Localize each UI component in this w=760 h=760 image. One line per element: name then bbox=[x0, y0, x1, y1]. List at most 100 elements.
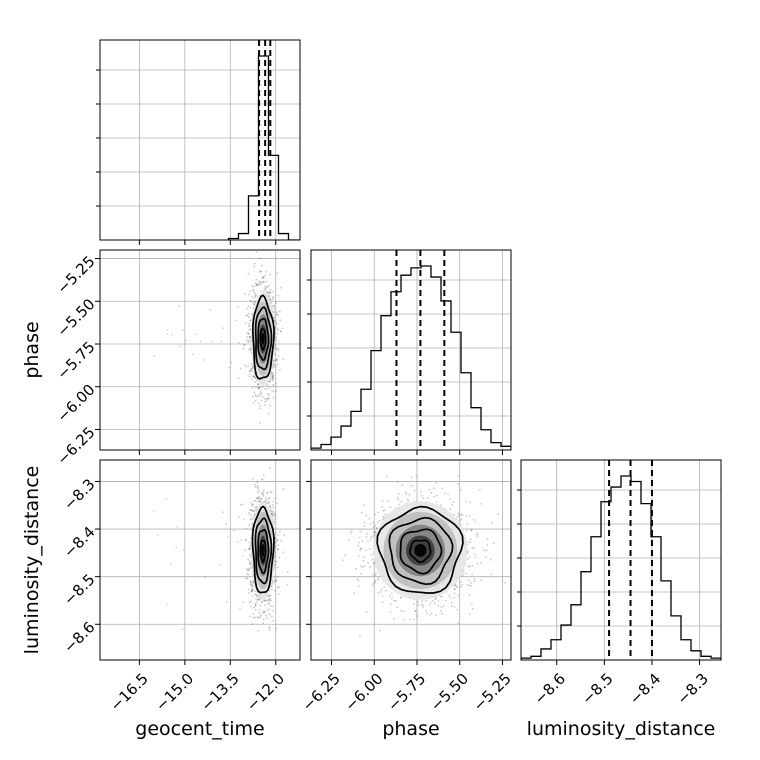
scatter-point bbox=[444, 492, 446, 495]
scatter-panel-geocent_time-phase bbox=[95, 249, 301, 455]
scatter-point bbox=[264, 600, 267, 602]
scatter-point bbox=[259, 386, 261, 389]
scatter-point bbox=[274, 353, 277, 355]
scatter-point bbox=[435, 614, 437, 617]
scatter-point bbox=[267, 384, 270, 387]
scatter-point bbox=[468, 565, 470, 568]
scatter-point bbox=[256, 283, 259, 286]
scatter-point bbox=[410, 476, 413, 478]
scatter-point bbox=[256, 486, 259, 489]
scatter-point bbox=[270, 512, 273, 515]
scatter-point bbox=[286, 583, 289, 586]
ytick-label-phase: −6.00 bbox=[53, 381, 98, 426]
scatter-point bbox=[263, 611, 266, 614]
scatter-point bbox=[233, 529, 236, 532]
scatter-point bbox=[254, 616, 256, 619]
scatter-point bbox=[278, 586, 281, 588]
scatter-point bbox=[257, 616, 260, 619]
scatter-point bbox=[258, 611, 261, 614]
scatter-point bbox=[453, 513, 456, 516]
scatter-point bbox=[344, 554, 346, 557]
scatter-point bbox=[393, 599, 396, 602]
scatter-point bbox=[267, 603, 270, 605]
scatter-point bbox=[253, 499, 256, 502]
scatter-point bbox=[241, 503, 244, 506]
scatter-point bbox=[347, 539, 350, 541]
scatter-point bbox=[251, 510, 254, 512]
scatter-point bbox=[250, 351, 252, 353]
scatter-point bbox=[448, 595, 450, 597]
scatter-point bbox=[383, 509, 386, 512]
scatter-point bbox=[273, 305, 276, 308]
scatter-point bbox=[273, 566, 276, 569]
scatter-point bbox=[277, 544, 280, 547]
scatter-point bbox=[253, 391, 256, 394]
scatter-point bbox=[261, 277, 264, 279]
scatter-point bbox=[383, 516, 386, 519]
scatter-point bbox=[248, 601, 251, 604]
scatter-point bbox=[264, 400, 266, 403]
scatter-point bbox=[259, 407, 262, 410]
scatter-point bbox=[417, 604, 419, 607]
xaxis-label-luminosity_distance: luminosity_distance bbox=[527, 718, 716, 740]
scatter-point bbox=[261, 478, 264, 481]
scatter-point bbox=[237, 377, 240, 380]
scatter-point bbox=[279, 286, 282, 289]
scatter-point bbox=[363, 556, 366, 558]
diag-panel-phase bbox=[307, 249, 512, 455]
scatter-point bbox=[435, 501, 438, 503]
scatter-point bbox=[252, 613, 255, 615]
scatter-point bbox=[249, 562, 251, 564]
scatter-point bbox=[239, 367, 242, 370]
scatter-point bbox=[275, 382, 278, 385]
scatter-point bbox=[374, 530, 376, 533]
scatter-point bbox=[362, 566, 364, 569]
scatter-point bbox=[274, 497, 277, 499]
scatter-point bbox=[480, 561, 482, 564]
scatter-point bbox=[429, 603, 431, 606]
scatter-point bbox=[449, 508, 452, 511]
scatter-point bbox=[273, 520, 275, 523]
scatter-point bbox=[266, 609, 269, 611]
scatter-point bbox=[279, 530, 281, 533]
scatter-point bbox=[357, 544, 360, 547]
scatter-point bbox=[248, 293, 251, 296]
scatter-point bbox=[251, 581, 254, 584]
scatter-point bbox=[258, 495, 261, 498]
scatter-point bbox=[247, 569, 250, 572]
scatter-point bbox=[273, 359, 276, 362]
scatter-point bbox=[429, 614, 432, 617]
scatter-point bbox=[256, 500, 259, 503]
scatter-point bbox=[249, 563, 252, 566]
scatter-point bbox=[258, 281, 261, 284]
scatter-point bbox=[367, 562, 370, 564]
scatter-point bbox=[434, 602, 436, 604]
scatter-point bbox=[272, 516, 275, 519]
scatter-point bbox=[258, 497, 260, 499]
scatter-point bbox=[390, 603, 393, 606]
scatter-point bbox=[245, 539, 247, 542]
scatter-point bbox=[276, 566, 279, 569]
scatter-point bbox=[268, 394, 270, 396]
scatter-point bbox=[250, 501, 253, 504]
scatter-point bbox=[251, 378, 253, 381]
scatter-point bbox=[250, 370, 253, 373]
scatter-point bbox=[434, 597, 436, 600]
scatter-point bbox=[261, 386, 264, 388]
scatter-point bbox=[275, 311, 278, 313]
scatter-point bbox=[263, 397, 266, 400]
scatter-point bbox=[257, 598, 260, 601]
scatter-point bbox=[258, 598, 261, 601]
scatter-point bbox=[258, 608, 261, 611]
scatter-point bbox=[469, 541, 472, 544]
histogram-luminosity_distance bbox=[521, 475, 721, 660]
scatter-point bbox=[353, 592, 355, 595]
scatter-point bbox=[266, 286, 269, 288]
scatter-point bbox=[245, 527, 248, 530]
scatter-point bbox=[243, 364, 246, 366]
scatter-point bbox=[251, 584, 253, 586]
contour-level-0 bbox=[259, 539, 267, 564]
scatter-point bbox=[268, 625, 271, 628]
scatter-point bbox=[363, 525, 366, 527]
scatter-point bbox=[462, 573, 464, 576]
